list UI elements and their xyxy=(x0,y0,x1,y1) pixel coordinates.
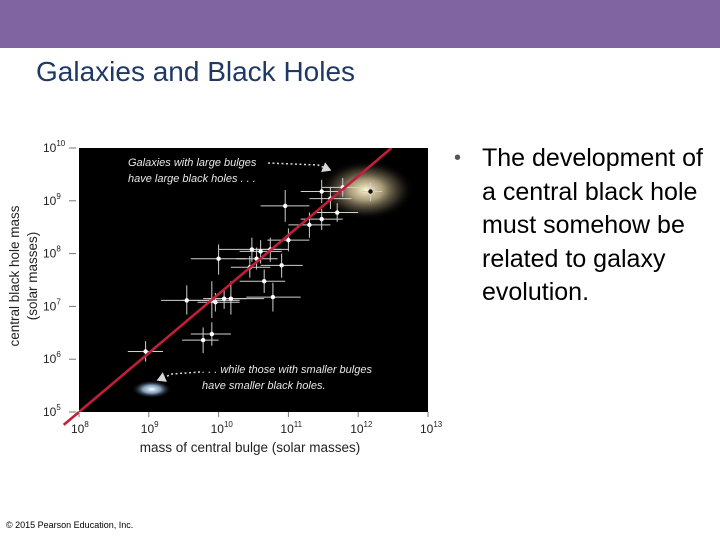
fit-line-tail xyxy=(62,411,80,426)
bullet-list: The development of a central black hole … xyxy=(452,142,714,310)
x-tick-label: 108 xyxy=(71,420,89,436)
annotation-top-line-1: Galaxies with large bulges xyxy=(128,157,257,169)
y-tick-label: 106 xyxy=(43,350,61,366)
y-tick-label: 105 xyxy=(43,403,61,419)
y-axis-ticks: 105 106 107 108 109 1010 xyxy=(43,139,76,419)
annotation-top-arrow xyxy=(267,162,332,172)
y-axis-label-sub: (solar masses) xyxy=(25,232,40,321)
annotation-top: Galaxies with large bulges have large bl… xyxy=(128,157,332,185)
x-tick-label: 1011 xyxy=(280,420,302,436)
data-point xyxy=(286,237,291,243)
annotation-bottom: . . . while those with smaller bulges ha… xyxy=(156,364,372,392)
annotation-top-line-2: have large black holes . . . xyxy=(128,173,256,185)
x-axis-label: mass of central bulge (solar masses) xyxy=(140,440,361,455)
y-tick-label: 107 xyxy=(43,297,61,313)
data-point xyxy=(334,210,340,215)
copyright-notice: © 2015 Pearson Education, Inc. xyxy=(6,520,134,530)
header-bar xyxy=(0,0,720,48)
galaxy-glows xyxy=(131,160,415,399)
data-point xyxy=(213,300,218,305)
data-point xyxy=(270,294,276,300)
x-axis-ticks: 108 109 1010 1011 1012 1013 xyxy=(71,412,443,436)
data-point xyxy=(184,298,189,303)
data-point xyxy=(216,256,221,261)
data-point xyxy=(221,296,227,301)
scatter-chart: Galaxies with large bulges have large bl… xyxy=(7,139,443,455)
annotation-bottom-arrow xyxy=(156,371,201,382)
y-tick-label: 1010 xyxy=(43,139,66,155)
large-galaxy-glow xyxy=(318,160,415,221)
data-point xyxy=(319,189,324,194)
y-tick-label: 109 xyxy=(43,192,61,208)
data-point xyxy=(307,222,312,228)
y-tick-label: 108 xyxy=(43,245,61,261)
fit-line xyxy=(79,148,393,412)
data-point xyxy=(368,189,373,194)
data-point xyxy=(143,349,148,354)
annotation-bottom-line-1: . . . while those with smaller bulges xyxy=(202,364,372,376)
annotation-bottom-line-2: have smaller black holes. xyxy=(202,380,326,392)
data-point xyxy=(258,249,263,254)
data-point xyxy=(261,279,267,284)
x-tick-label: 1010 xyxy=(211,420,234,436)
x-tick-label: 1012 xyxy=(350,420,373,436)
slide-title: Galaxies and Black Holes xyxy=(36,56,356,87)
bullet-item: The development of a central black hole … xyxy=(452,142,714,310)
x-tick-label: 109 xyxy=(141,420,159,436)
data-point xyxy=(283,203,288,209)
y-axis-label: central black hole mass xyxy=(7,205,22,346)
data-point xyxy=(319,216,324,222)
data-point xyxy=(228,296,234,301)
data-point xyxy=(200,337,206,343)
x-tick-label: 1013 xyxy=(420,420,443,436)
data-point xyxy=(279,263,284,268)
data-point xyxy=(209,331,215,337)
small-galaxy-glow xyxy=(131,380,172,399)
data-point xyxy=(249,247,255,252)
